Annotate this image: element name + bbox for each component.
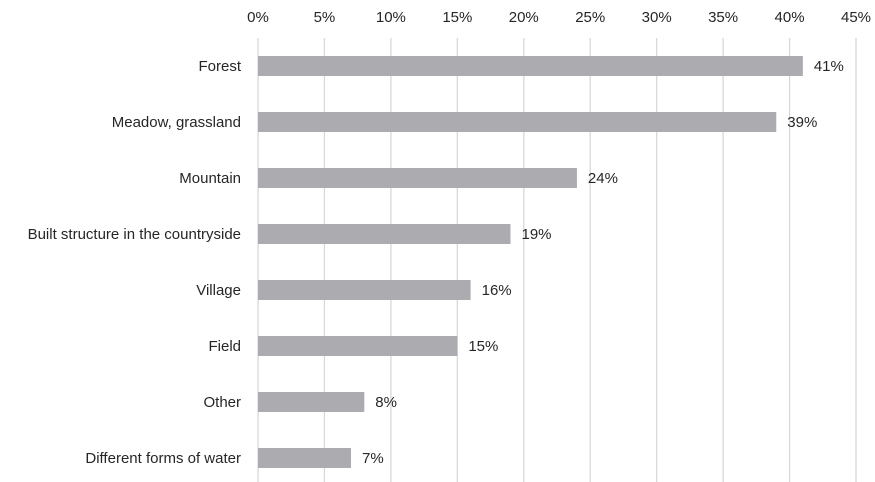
x-tick-label: 20%: [509, 9, 539, 26]
bars: [258, 56, 803, 468]
bar: [258, 168, 577, 188]
gridlines: [257, 38, 857, 482]
data-label: 15%: [468, 338, 498, 355]
category-label: Other: [203, 394, 241, 411]
bar: [258, 224, 511, 244]
category-label: Meadow, grassland: [112, 114, 241, 131]
data-label: 39%: [787, 114, 817, 131]
x-tick-label: 35%: [708, 9, 738, 26]
category-label: Mountain: [179, 170, 241, 187]
category-label: Different forms of water: [85, 450, 241, 467]
bar: [258, 280, 471, 300]
bar: [258, 392, 365, 412]
x-tick-label: 15%: [442, 9, 472, 26]
x-tick-label: 25%: [575, 9, 605, 26]
category-label: Field: [208, 338, 241, 355]
data-label: 24%: [588, 170, 618, 187]
x-tick-label: 30%: [642, 9, 672, 26]
category-labels: Forest Meadow, grassland Mountain Built str…: [28, 58, 242, 467]
category-label: Built structure in the countryside: [28, 226, 241, 243]
category-label: Village: [196, 282, 241, 299]
x-tick-label: 10%: [376, 9, 406, 26]
x-tick-label: 45%: [841, 9, 871, 26]
data-label: 19%: [521, 226, 551, 243]
bar: [258, 336, 458, 356]
data-labels: 41% 39% 24% 19% 16% 15% 8% 7%: [362, 58, 844, 467]
data-label: 41%: [814, 58, 844, 75]
bar: [258, 56, 803, 76]
bar: [258, 448, 352, 468]
data-label: 16%: [482, 282, 512, 299]
x-tick-label: 0%: [247, 9, 269, 26]
bar: [258, 112, 777, 132]
category-label: Forest: [198, 58, 241, 75]
x-tick-label: 5%: [314, 9, 336, 26]
data-label: 7%: [362, 450, 384, 467]
x-axis-tick-labels: 0% 5% 10% 15% 20% 25% 30% 35% 40% 45%: [247, 9, 871, 26]
data-label: 8%: [375, 394, 397, 411]
x-tick-label: 40%: [775, 9, 805, 26]
